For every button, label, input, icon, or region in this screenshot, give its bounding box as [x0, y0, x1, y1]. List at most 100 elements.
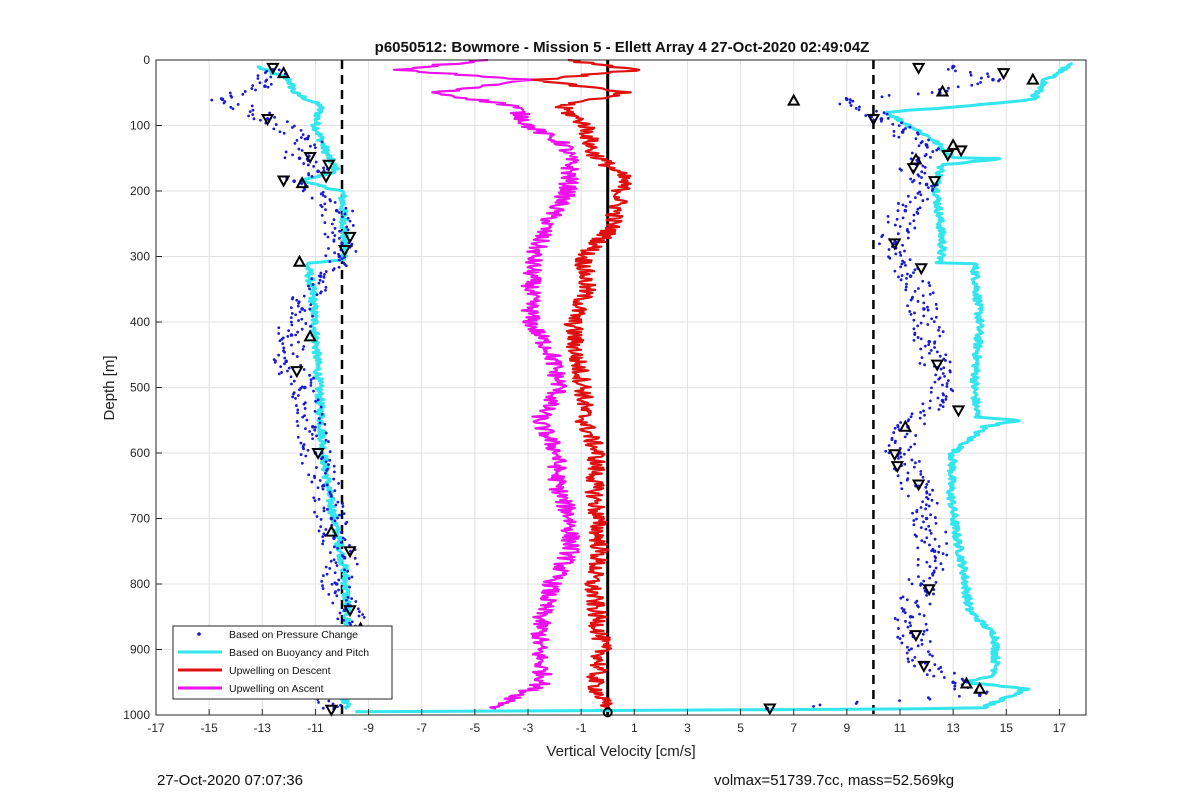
pressure-point	[970, 83, 974, 87]
pressure-point	[913, 196, 917, 200]
stall-marker	[787, 93, 801, 106]
pressure-point	[277, 353, 281, 357]
pressure-point	[335, 564, 339, 567]
footer-timestamp: 27-Oct-2020 07:07:36	[157, 772, 303, 789]
pressure-point	[299, 128, 303, 132]
pressure-point	[896, 618, 900, 622]
y-tick-label: 0	[143, 53, 150, 67]
pressure-point	[991, 77, 995, 82]
pressure-point	[322, 506, 326, 510]
pressure-point	[324, 286, 328, 289]
pressure-point	[927, 524, 931, 528]
pressure-point	[920, 638, 924, 642]
pressure-point	[908, 274, 913, 278]
x-tick-label: -17	[147, 721, 165, 735]
pressure-point	[296, 304, 300, 308]
pressure-point	[892, 431, 896, 434]
pressure-point	[332, 545, 336, 549]
pressure-point	[319, 405, 323, 409]
pressure-point	[927, 281, 931, 285]
pressure-point	[906, 304, 909, 308]
pressure-point	[968, 70, 972, 74]
legend: Based on Pressure Change Based on Buoyanc…	[172, 625, 393, 700]
pressure-point	[320, 579, 324, 583]
pressure-point	[931, 150, 935, 153]
pressure-point	[333, 234, 337, 237]
pressure-point	[945, 553, 949, 557]
pressure-point	[333, 519, 337, 523]
stall-marker	[322, 159, 336, 172]
pressure-point	[940, 670, 943, 674]
pressure-point	[935, 148, 939, 152]
pressure-point	[928, 292, 932, 296]
pressure-point	[310, 480, 314, 484]
pressure-point	[907, 660, 910, 664]
pressure-point	[322, 273, 326, 276]
pressure-point	[941, 405, 945, 409]
pressure-point	[909, 177, 913, 181]
pressure-point	[986, 75, 990, 79]
pressure-point	[897, 135, 901, 139]
pressure-point	[920, 170, 924, 174]
pressure-point	[929, 532, 933, 535]
pressure-point	[357, 614, 361, 618]
pressure-point	[298, 310, 302, 314]
pressure-point	[909, 445, 913, 449]
pressure-point	[324, 528, 328, 531]
pressure-point	[308, 430, 312, 433]
pressure-point	[248, 110, 252, 114]
pressure-point	[917, 287, 920, 290]
stall-marker	[927, 176, 942, 189]
pressure-point	[247, 114, 250, 118]
pressure-point	[340, 257, 344, 260]
pressure-point	[297, 319, 300, 322]
pressure-point	[905, 598, 909, 602]
pressure-point	[979, 81, 983, 84]
pressure-point	[906, 471, 910, 475]
pressure-point	[928, 543, 931, 547]
grid-lines	[155, 59, 1086, 716]
pressure-point	[926, 650, 930, 653]
pressure-point	[303, 385, 307, 390]
pressure-point	[912, 318, 916, 322]
pressure-point	[362, 616, 366, 619]
pressure-point	[348, 585, 351, 589]
pressure-point	[900, 168, 903, 172]
y-tick-label: 900	[130, 643, 150, 657]
pressure-point	[969, 73, 973, 77]
pressure-point	[333, 489, 337, 492]
stall-marker	[917, 660, 931, 673]
pressure-point	[885, 112, 889, 116]
pressure-point	[912, 271, 915, 275]
stall-marker	[324, 704, 339, 717]
pressure-point	[361, 613, 364, 616]
pressure-point	[907, 230, 910, 234]
pressure-point	[851, 99, 855, 103]
footer-volmax-mass: volmax=51739.7cc, mass=52.569kg	[714, 772, 955, 789]
pressure-point	[944, 359, 947, 362]
pressure-point	[933, 380, 937, 384]
pressure-point	[912, 213, 916, 217]
pressure-point	[896, 474, 900, 478]
pressure-point	[320, 412, 324, 416]
pressure-point	[243, 90, 247, 93]
pressure-point	[934, 566, 938, 570]
pressure-point	[925, 673, 929, 677]
pressure-point	[923, 413, 926, 417]
pressure-point	[301, 133, 305, 137]
pressure-point	[928, 697, 932, 701]
pressure-point	[854, 106, 858, 110]
pressure-point	[320, 457, 323, 461]
pressure-point	[269, 82, 273, 86]
pressure-point	[941, 330, 945, 334]
pressure-point	[916, 546, 920, 550]
pressure-point	[295, 298, 299, 302]
pressure-point	[296, 424, 300, 428]
stall-marker	[941, 149, 955, 163]
pressure-point	[318, 479, 322, 482]
stall-marker	[319, 171, 333, 184]
pressure-point	[284, 359, 289, 364]
pressure-point	[311, 283, 315, 286]
pressure-point	[896, 209, 900, 213]
pressure-point	[268, 111, 272, 115]
